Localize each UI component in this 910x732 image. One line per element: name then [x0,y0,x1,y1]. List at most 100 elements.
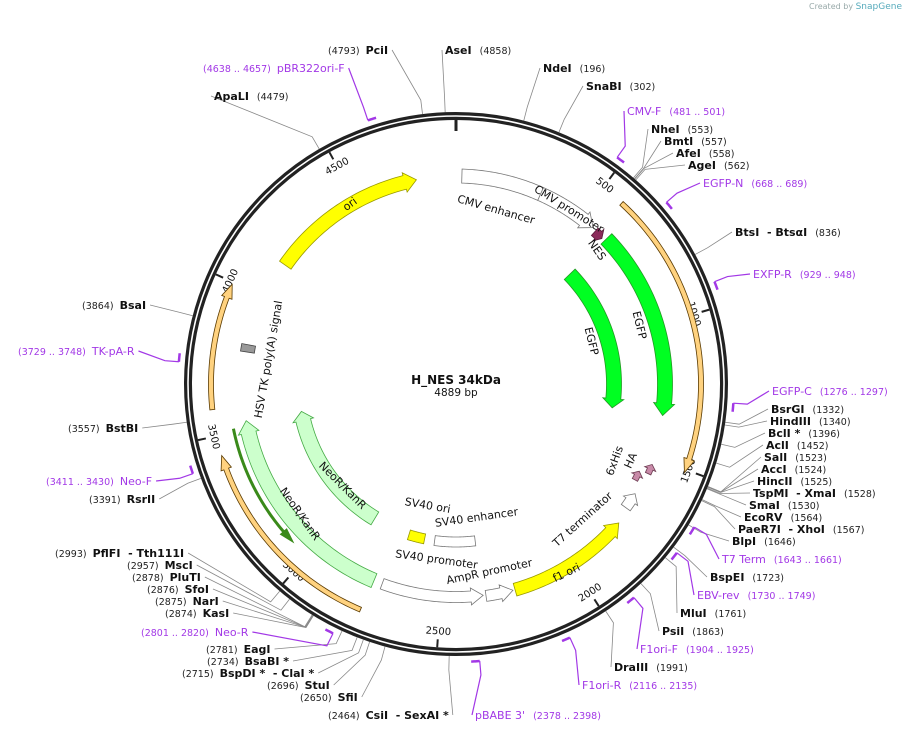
feature-orf[interactable] [220,454,363,613]
site-afei[interactable]: AfeI (558) [676,147,734,160]
site-position: (1523) [795,453,827,464]
feature-ori[interactable] [278,171,418,270]
primer-name: T7 Term [721,553,766,566]
site-draiii[interactable]: DraIII (1991) [614,661,688,674]
feature-hsv-tk-poly-a-signal[interactable] [240,343,257,354]
site-mlui[interactable]: MluI (1761) [680,607,746,620]
site-msci[interactable]: MscI (2957) [127,559,193,572]
site-ecorv[interactable]: EcoRV (1564) [744,511,822,524]
primer-cmvf[interactable]: CMV-F (481 .. 501) [627,105,725,118]
leader-line [688,524,730,542]
feature-label: SV40 promoter [394,547,479,571]
site-position: (2801 .. 2820) [141,628,209,639]
leader-line [634,152,674,180]
site-pflfi[interactable]: PflFI - Tth111I (2993) [55,547,184,560]
primer-mark [626,596,635,604]
site-bcli[interactable]: BclI * (1396) [768,427,840,440]
tick-label: 4500 [324,156,352,178]
feature-egfp[interactable] [563,268,625,409]
leader-line [391,49,423,115]
primer-egfpn[interactable]: EGFP-N (668 .. 689) [703,177,807,190]
feature-nes[interactable] [590,227,605,242]
site-sali[interactable]: SalI (1523) [764,451,827,464]
feature-ha[interactable] [630,470,644,482]
primer-tkpar[interactable]: TK-pA-R (3729 .. 3748) [18,345,135,358]
primer-f1orir[interactable]: F1ori-R (2116 .. 2135) [582,679,697,692]
primer-mark [324,628,334,635]
site-tspmi[interactable]: TspMI - XmaI (1528) [753,487,876,500]
feature-ampr-promoter[interactable] [484,584,514,603]
site-bspdi[interactable]: BspDI * - ClaI * (2715) [182,667,314,680]
site-rsrii[interactable]: RsrII (3391) [89,493,155,506]
feature-egfp[interactable] [600,233,676,417]
features [208,168,704,613]
site-pluti[interactable]: PluTI (2878) [132,571,201,584]
feature-f1-ori[interactable] [512,522,620,597]
site-stui[interactable]: StuI (2696) [267,679,330,692]
site-bsabi[interactable]: BsaBI * (2734) [207,655,289,668]
enzyme-name: BmtI [664,135,693,148]
feature-neor-kanr[interactable] [292,410,380,526]
site-position: (3864) [82,301,114,312]
site-bsrgi[interactable]: BsrGI (1332) [771,403,844,416]
site-blpi[interactable]: BlpI (1646) [732,535,796,548]
leader-line [252,631,334,647]
site-sfii[interactable]: SfiI (2650) [300,691,358,704]
primer-pbabe[interactable]: pBABE 3' (2378 .. 2398) [475,709,601,722]
primer-t7[interactable]: T7 Term (1643 .. 1661) [721,553,842,566]
primer-exfpr[interactable]: EXFP-R (929 .. 948) [753,268,856,281]
enzyme-name: SnaBI [586,80,622,93]
site-position: (1332) [812,405,844,416]
feature-6xhis[interactable] [643,463,657,476]
feature-orf[interactable] [231,428,295,544]
site-sfoi[interactable]: SfoI (2876) [147,583,209,596]
site-nari[interactable]: NarI (2875) [155,595,219,608]
primer-neor[interactable]: Neo-R (2801 .. 2820) [141,626,249,639]
feature-t7-terminator[interactable] [620,493,639,512]
site-paer7i[interactable]: PaeR7I - XhoI (1567) [738,523,864,536]
site-pcii[interactable]: PciI (4793) [328,44,388,57]
feature-neor-kanr[interactable] [237,420,378,589]
site-acci[interactable]: AccI (1524) [761,463,826,476]
feature-orf[interactable] [619,200,704,474]
feature-label: HSV TK poly(A) signal [252,300,285,420]
site-eagi[interactable]: EagI (2781) [206,643,271,656]
site-bstbi[interactable]: BstBI (3557) [68,422,138,435]
site-snabi[interactable]: SnaBI (302) [586,80,655,93]
primer-ebvrev[interactable]: EBV-rev (1730 .. 1749) [697,589,815,602]
enzyme-name: AseI [445,44,472,57]
site-bmti[interactable]: BmtI (557) [664,135,727,148]
site-bspei[interactable]: BspEI (1723) [710,571,784,584]
site-hindiii[interactable]: HindIII (1340) [770,415,851,428]
site-smai[interactable]: SmaI (1530) [749,499,820,512]
feature-cmv-promoter[interactable] [537,187,594,229]
feature-sv40-ori[interactable] [406,529,427,545]
feature-sv40-promoter[interactable] [379,578,484,606]
site-kasi[interactable]: KasI (2874) [165,607,229,620]
site-acli[interactable]: AclI (1452) [766,439,829,452]
leader-line [640,583,660,632]
site-psii[interactable]: PsiI (1863) [662,625,724,638]
site-hincii[interactable]: HincII (1525) [757,475,832,488]
primer-name: pBR322ori-F [277,62,345,75]
site-btsi[interactable]: BtsI - BtsαI (836) [735,226,841,239]
primer-f1orif[interactable]: F1ori-F (1904 .. 1925) [640,643,754,656]
site-csii[interactable]: CsiI - SexAI * (2464) [328,709,449,722]
primer-pbr322orif[interactable]: pBR322ori-F (4638 .. 4657) [203,62,345,75]
site-position: (553) [688,125,714,136]
site-apali[interactable]: ApaLI (4479) [214,90,289,103]
leader-line [733,390,770,405]
feature-sv40-enhancer[interactable] [433,535,477,548]
primer-neof[interactable]: Neo-F (3411 .. 3430) [46,475,152,488]
primer-egfpc[interactable]: EGFP-C (1276 .. 1297) [772,385,888,398]
site-agei[interactable]: AgeI (562) [688,159,750,172]
leader-line [292,637,358,662]
site-bsai[interactable]: BsaI (3864) [82,299,146,312]
tick-mark [328,151,335,160]
feature-orf[interactable] [208,283,233,411]
leader-line [333,641,370,686]
site-ndei[interactable]: NdeI (196) [543,62,605,75]
site-asei[interactable]: AseI (4858) [445,44,511,57]
site-nhei[interactable]: NheI (553) [651,123,713,136]
